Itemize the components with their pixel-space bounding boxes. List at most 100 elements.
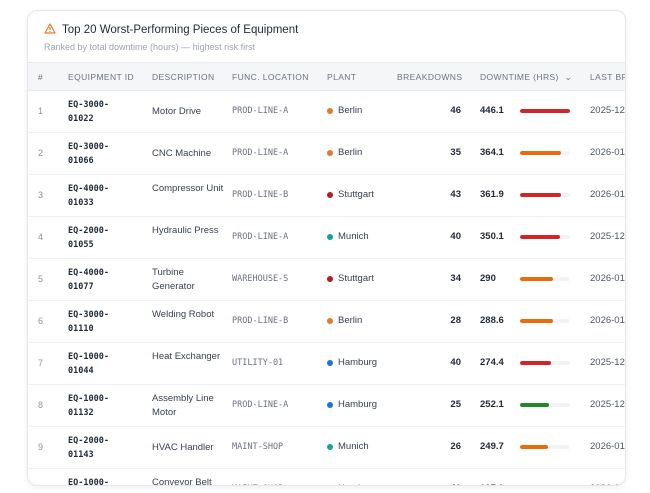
- plant-dot-icon: [327, 149, 333, 156]
- table-row[interactable]: 10 EQ-1000- Conveyor Belt MAINT-SHOP Ham…: [28, 469, 625, 487]
- col-downtime-label: DOWNTIME (HRS): [480, 72, 559, 82]
- row-number: 3: [38, 190, 44, 200]
- plant-name: Hamburg: [338, 483, 377, 485]
- plant-name: Hamburg: [338, 399, 378, 410]
- func-location: PROD-LINE-B: [232, 316, 289, 326]
- plant: Stuttgart: [327, 273, 374, 284]
- plant-name: Berlin: [338, 147, 363, 158]
- plant-dot-icon: [327, 359, 333, 366]
- plant-name: Stuttgart: [338, 189, 374, 200]
- downtime-bar-fill: [520, 403, 549, 407]
- table-row[interactable]: 2 EQ-3000- 01066 CNC Machine PROD-LINE-A…: [28, 133, 626, 175]
- plant-dot-icon: [327, 233, 333, 240]
- downtime-bar: [520, 445, 570, 449]
- breakdowns: 34: [450, 273, 461, 284]
- downtime: 361.9: [480, 189, 504, 200]
- description: CNC Machine: [152, 148, 212, 159]
- row-number: 4: [38, 232, 44, 242]
- card-header: Top 20 Worst-Performing Pieces of Equipm…: [44, 23, 298, 52]
- func-location: MAINT-SHOP: [232, 442, 284, 452]
- last-breakdown: 2026-0: [590, 483, 620, 485]
- table-row[interactable]: 4 EQ-2000- 01055 Hydraulic Press PROD-LI…: [28, 217, 626, 259]
- downtime-bar: [520, 193, 570, 197]
- breakdowns: 46: [450, 105, 461, 116]
- equipment-id: EQ-2000- 01143: [68, 436, 109, 460]
- table-row[interactable]: 8 EQ-1000- 01132 Assembly Line Motor PRO…: [28, 385, 626, 427]
- col-num[interactable]: #: [38, 72, 44, 82]
- equipment-id: EQ-2000- 01055: [68, 226, 109, 250]
- col-downtime[interactable]: DOWNTIME (HRS) ⌄: [480, 72, 572, 83]
- table-row[interactable]: 6 EQ-3000- 01110 Welding Robot PROD-LINE…: [28, 301, 626, 343]
- breakdowns: 43: [450, 189, 461, 200]
- func-location: UTILITY-01: [232, 358, 284, 368]
- func-location: PROD-LINE-A: [232, 232, 289, 242]
- description: Heat Exchanger: [152, 351, 221, 362]
- plant-dot-icon: [327, 443, 333, 450]
- equipment-id: EQ-3000- 01066: [68, 142, 109, 166]
- plant: Berlin: [327, 147, 362, 158]
- col-equipment-id[interactable]: EQUIPMENT ID: [68, 72, 135, 82]
- equipment-id: EQ-4000- 01077: [68, 268, 109, 292]
- func-location: MAINT-SHOP: [232, 484, 283, 485]
- last-breakdown: 2026-01-: [590, 273, 626, 284]
- downtime-bar-fill: [520, 151, 561, 155]
- downtime: 446.1: [480, 105, 504, 116]
- warning-triangle-icon: [44, 23, 56, 37]
- col-func-location[interactable]: FUNC. LOCATION: [232, 72, 309, 82]
- row-number: 8: [38, 400, 44, 410]
- description: Turbine Generator: [152, 267, 195, 292]
- breakdowns: 35: [450, 147, 461, 158]
- table-row[interactable]: 1 EQ-3000- 01022 Motor Drive PROD-LINE-A…: [28, 91, 626, 133]
- row-number: 6: [38, 316, 44, 326]
- plant: Munich: [327, 231, 369, 242]
- equipment-id: EQ-1000-: [68, 478, 109, 486]
- row-number: 7: [38, 358, 44, 368]
- downtime-bar-fill: [520, 277, 553, 281]
- last-breakdown: 2025-12-: [590, 231, 626, 242]
- last-breakdown: 2025-12-: [590, 105, 626, 116]
- last-breakdown: 2026-01-: [590, 147, 626, 158]
- description: HVAC Handler: [152, 442, 214, 453]
- downtime-bar-fill: [520, 193, 561, 197]
- equipment-id: EQ-3000- 01110: [68, 310, 109, 334]
- downtime: 274.4: [480, 357, 504, 368]
- breakdowns: 40: [388, 483, 461, 485]
- downtime: 364.1: [480, 147, 504, 158]
- plant-dot-icon: [327, 486, 333, 487]
- table-header: # EQUIPMENT ID DESCRIPTION FUNC. LOCATIO…: [28, 62, 626, 91]
- equipment-card: Top 20 Worst-Performing Pieces of Equipm…: [27, 10, 626, 486]
- func-location: PROD-LINE-A: [232, 106, 289, 116]
- last-breakdown: 2026-01-: [590, 441, 626, 452]
- equipment-id: EQ-4000- 01033: [68, 184, 109, 208]
- plant: Hamburg: [327, 357, 377, 368]
- downtime-bar: [520, 361, 570, 365]
- downtime-bar: [520, 235, 570, 239]
- plant-name: Hamburg: [338, 357, 378, 368]
- table-row[interactable]: 7 EQ-1000- 01044 Heat Exchanger UTILITY-…: [28, 343, 626, 385]
- col-last-breakdown[interactable]: LAST BR: [590, 72, 626, 82]
- last-breakdown: 2026-01-: [590, 315, 626, 326]
- downtime-bar: [520, 277, 570, 281]
- description: Compressor Unit: [152, 183, 224, 194]
- row-number: 2: [38, 148, 44, 158]
- downtime-bar-fill: [520, 235, 560, 239]
- downtime-bar: [520, 109, 570, 113]
- breakdowns: 28: [450, 315, 461, 326]
- table-row[interactable]: 3 EQ-4000- 01033 Compressor Unit PROD-LI…: [28, 175, 625, 217]
- breakdowns: 40: [450, 357, 461, 368]
- table-row[interactable]: 5 EQ-4000- 01077 Turbine Generator WAREH…: [28, 259, 626, 301]
- plant-dot-icon: [327, 317, 333, 324]
- description: Conveyor Belt: [152, 477, 212, 486]
- equipment-id: EQ-3000- 01022: [68, 100, 109, 124]
- breakdowns: 40: [450, 231, 461, 242]
- table-row[interactable]: 9 EQ-2000- 01143 HVAC Handler MAINT-SHOP…: [28, 427, 626, 469]
- last-breakdown: 2025-12-: [590, 399, 626, 410]
- downtime-bar-fill: [520, 361, 551, 365]
- col-breakdowns[interactable]: BREAKDOWNS: [397, 72, 463, 82]
- last-breakdown: 2025-12-: [590, 357, 626, 368]
- col-description[interactable]: DESCRIPTION: [152, 72, 215, 82]
- plant-name: Stuttgart: [338, 273, 374, 284]
- description: Assembly Line Motor: [152, 393, 214, 418]
- col-plant[interactable]: PLANT: [327, 72, 357, 82]
- row-number: 5: [38, 274, 44, 284]
